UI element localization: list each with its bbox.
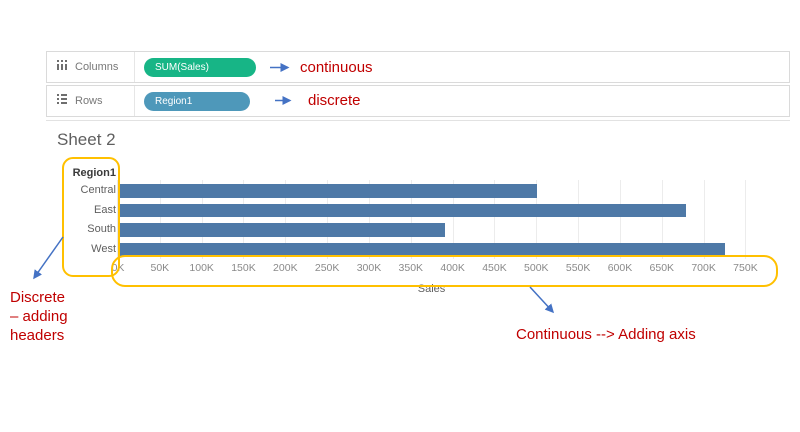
sheet-title: Sheet 2 — [57, 130, 116, 149]
headers-highlight-box — [62, 157, 120, 277]
rows-shelf-label: Rows — [75, 95, 103, 107]
annotation-discrete-headers: Discrete – adding headers — [10, 288, 90, 345]
annotation-discrete: discrete — [308, 92, 361, 109]
x-tick-label-300k: 300K — [356, 262, 382, 274]
x-tick-label-600k: 600K — [607, 262, 633, 274]
row-header-south[interactable]: South — [87, 223, 116, 235]
annotation-continuous: continuous — [300, 59, 373, 76]
gridline — [578, 180, 580, 259]
x-tick-label-400k: 400K — [440, 262, 465, 274]
rows-shelf[interactable]: Rows Region1 — [46, 85, 790, 117]
x-tick-label-50k: 50K — [150, 262, 170, 274]
gridline — [661, 180, 663, 259]
pill-sum-sales[interactable]: SUM(Sales) — [144, 57, 256, 77]
gridline — [327, 180, 329, 259]
gridline — [536, 180, 538, 259]
x-tick-label-650k: 650K — [649, 262, 675, 274]
bar-central[interactable] — [118, 184, 538, 198]
columns-shelf[interactable]: Columns SUM(Sales) — [46, 51, 790, 83]
header-plot-divider — [117, 180, 118, 259]
x-tick-label-350k: 350K — [398, 262, 424, 274]
axis-highlight-box — [111, 255, 778, 287]
pill-region1[interactable]: Region1 — [144, 91, 250, 111]
bar-west[interactable] — [118, 242, 725, 256]
x-tick-label-550k: 550K — [565, 262, 591, 274]
x-tick-label-150k: 150K — [231, 262, 256, 274]
annotation-line-2: – adding — [10, 308, 68, 325]
gridline — [452, 180, 454, 259]
rows-icon — [56, 92, 68, 110]
columns-shelf-label: Columns — [75, 61, 119, 73]
annotation-continuous-axis: Continuous --> Adding axis — [516, 326, 696, 343]
gridline — [368, 180, 370, 259]
bar-east[interactable] — [118, 203, 687, 217]
x-tick-label-750k: 750K — [733, 262, 758, 274]
annotation-line-3: headers — [10, 327, 65, 344]
gridline — [703, 180, 705, 259]
x-tick-label-250k: 250K — [314, 262, 340, 274]
row-header-central[interactable]: Central — [80, 184, 116, 196]
gridline — [285, 180, 287, 259]
gridline — [410, 180, 412, 259]
gridline — [243, 180, 245, 259]
row-header-west[interactable]: West — [91, 242, 116, 255]
columns-shelf-header: Columns — [47, 52, 135, 82]
rows-shelf-header: Rows — [47, 86, 135, 116]
row-header-title: Region1 — [72, 167, 116, 179]
x-tick-label-100k: 100K — [189, 262, 214, 274]
shelf-area: Columns SUM(Sales) Rows Region1 — [46, 51, 790, 121]
gridline — [619, 180, 621, 259]
x-tick-label-450k: 450K — [482, 262, 507, 274]
x-tick-label-500k: 500K — [524, 262, 549, 274]
shelf-divider-line — [46, 120, 790, 121]
bar-south[interactable] — [118, 223, 446, 237]
row-header-east[interactable]: East — [93, 203, 116, 216]
gridline — [745, 180, 747, 259]
x-tick-label-200k: 200K — [273, 262, 298, 274]
gridline — [201, 180, 203, 259]
bar-chart-plot-area — [118, 180, 758, 259]
gridline — [159, 180, 161, 259]
annotation-line-1: Discrete — [10, 289, 66, 306]
columns-icon — [56, 58, 68, 76]
gridline — [494, 180, 496, 259]
x-axis-tick-labels: 0K 50K 100K 150K 200K 250K 300K 350K 400K 450K 500… — [112, 262, 758, 275]
x-tick-label-700k: 700K — [691, 262, 716, 274]
